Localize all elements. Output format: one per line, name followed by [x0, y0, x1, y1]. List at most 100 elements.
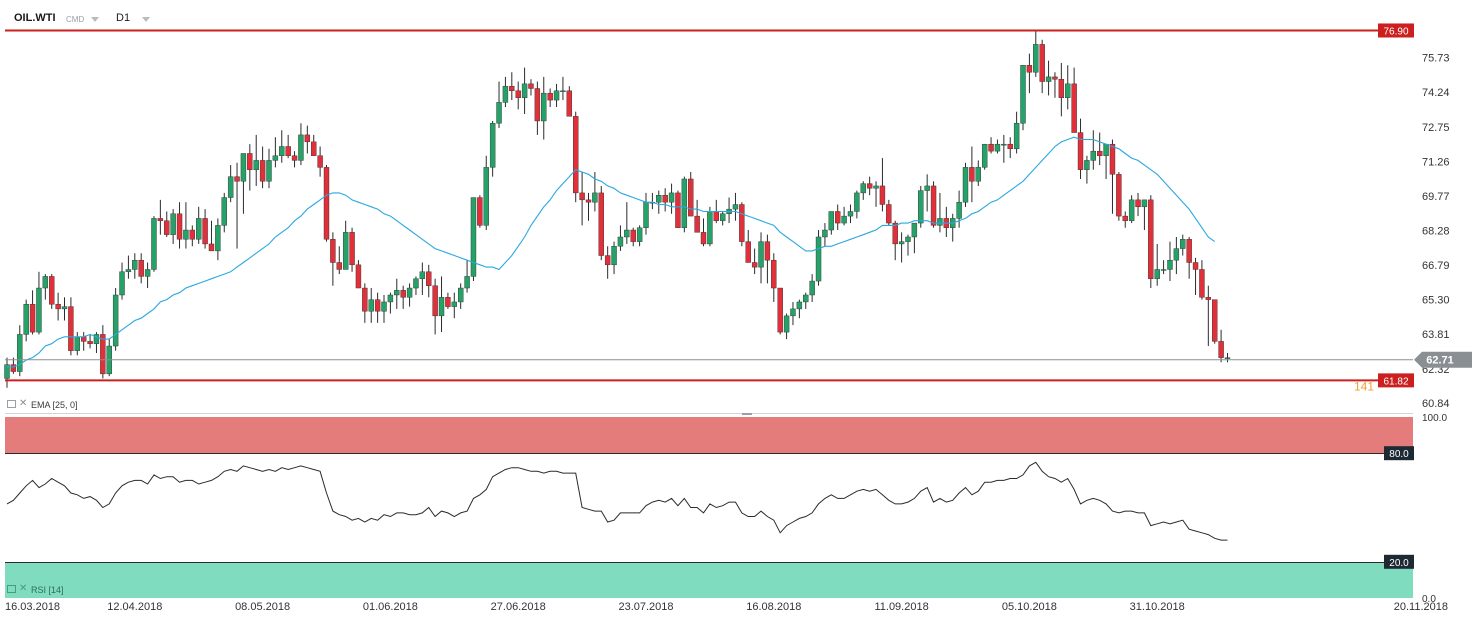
candle-body	[790, 308, 796, 317]
candle-body	[719, 213, 726, 221]
candle-body	[240, 153, 247, 182]
candle-body	[374, 299, 381, 312]
candle-body	[1186, 239, 1192, 263]
candle-body	[291, 155, 298, 161]
candle-body	[1071, 83, 1077, 133]
candle-body	[560, 90, 566, 93]
ema-close-icon[interactable]: ✕	[19, 398, 28, 409]
candle-body	[758, 241, 764, 268]
candle-body	[432, 285, 438, 317]
candle-body	[183, 229, 189, 240]
candle-body	[1109, 143, 1116, 175]
candle-body	[253, 160, 259, 170]
candle-body	[515, 90, 521, 98]
candle-body	[1084, 160, 1090, 170]
candle-body	[905, 236, 911, 242]
candle-body	[112, 294, 119, 347]
candle-body	[317, 155, 323, 168]
candle-body	[279, 146, 285, 156]
candle-body	[202, 218, 208, 245]
candle-body	[483, 167, 489, 226]
candle-body	[247, 153, 253, 170]
candle-body	[311, 141, 317, 156]
candle-body	[981, 143, 988, 168]
ema-settings-icon[interactable]	[7, 400, 16, 408]
candle-body	[969, 167, 975, 182]
candle-body	[1128, 199, 1135, 221]
time-tick-label: 16.08.2018	[746, 601, 801, 613]
candle-body	[1026, 65, 1033, 73]
candle-body	[10, 364, 17, 372]
candle-body	[585, 199, 592, 203]
candle-body	[464, 276, 470, 289]
candle-body	[426, 271, 432, 286]
candle-body	[809, 280, 815, 296]
candle-body	[1180, 239, 1186, 249]
candle-body	[362, 287, 368, 312]
candle-body	[873, 185, 879, 189]
candle-body	[157, 218, 164, 221]
rsi-threshold-badge	[1384, 446, 1414, 461]
candle-body	[918, 190, 924, 224]
candle-body	[854, 192, 860, 212]
timeframe-dropdown-icon[interactable]	[142, 17, 150, 22]
candle-body	[764, 241, 771, 261]
candle-body	[1154, 269, 1160, 279]
candle-body	[42, 276, 49, 289]
candle-body	[1160, 269, 1167, 271]
panel-resize-handle[interactable]	[742, 413, 752, 415]
candle-body	[1096, 150, 1103, 156]
price-tick-label: 60.84	[1422, 398, 1450, 410]
rsi-close-icon[interactable]: ✕	[19, 583, 28, 594]
candle-body	[36, 287, 42, 333]
price-tick-label: 75.73	[1422, 53, 1450, 65]
candle-body	[502, 85, 509, 103]
market-dropdown-icon[interactable]	[91, 17, 99, 22]
candle-body	[342, 232, 349, 270]
candle-body	[234, 176, 240, 182]
time-tick-label: 16.03.2018	[5, 601, 60, 613]
candle-body	[87, 341, 93, 344]
candle-body	[1013, 123, 1020, 150]
candle-body	[144, 269, 151, 277]
candle-body	[681, 178, 688, 228]
rsi-tick-label: 100.0	[1422, 413, 1447, 424]
ema-legend-label: EMA [25, 0]	[31, 400, 78, 410]
rsi-threshold-badge	[1384, 554, 1414, 569]
ema-line	[7, 136, 1216, 368]
candle-body	[1033, 44, 1039, 73]
candle-body	[713, 211, 719, 221]
candle-body	[1167, 259, 1173, 270]
candle-body	[541, 92, 547, 122]
candle-body	[662, 195, 668, 203]
candle-body	[400, 290, 406, 298]
candle-body	[636, 227, 643, 242]
candle-body	[298, 134, 304, 161]
candle-body	[866, 183, 873, 189]
candle-body	[419, 271, 426, 279]
symbol-label[interactable]: OIL.WTI	[14, 12, 56, 24]
price-tick-label: 68.28	[1422, 225, 1450, 237]
candle-body	[822, 229, 828, 238]
candle-body	[215, 225, 221, 252]
candle-body	[1141, 199, 1148, 208]
rsi-settings-icon[interactable]	[7, 585, 16, 593]
candle-body	[1116, 174, 1122, 217]
price-tick-label: 63.81	[1422, 329, 1450, 341]
time-tick-label: 23.07.2018	[618, 601, 673, 613]
rsi-legend-label: RSI [14]	[31, 585, 64, 595]
current-price-badge	[1414, 351, 1472, 368]
candle-body	[771, 259, 777, 289]
candle-body	[1077, 132, 1084, 170]
candle-body	[1020, 65, 1026, 124]
candle-body	[521, 83, 528, 98]
timeframe-label[interactable]: D1	[116, 12, 131, 24]
candle-body	[994, 143, 1001, 152]
candle-body	[1199, 269, 1205, 298]
candle-body	[739, 204, 745, 242]
candle-body	[49, 276, 55, 305]
candle-body	[68, 306, 74, 351]
candle-body	[138, 259, 144, 277]
candle-body	[643, 201, 649, 228]
